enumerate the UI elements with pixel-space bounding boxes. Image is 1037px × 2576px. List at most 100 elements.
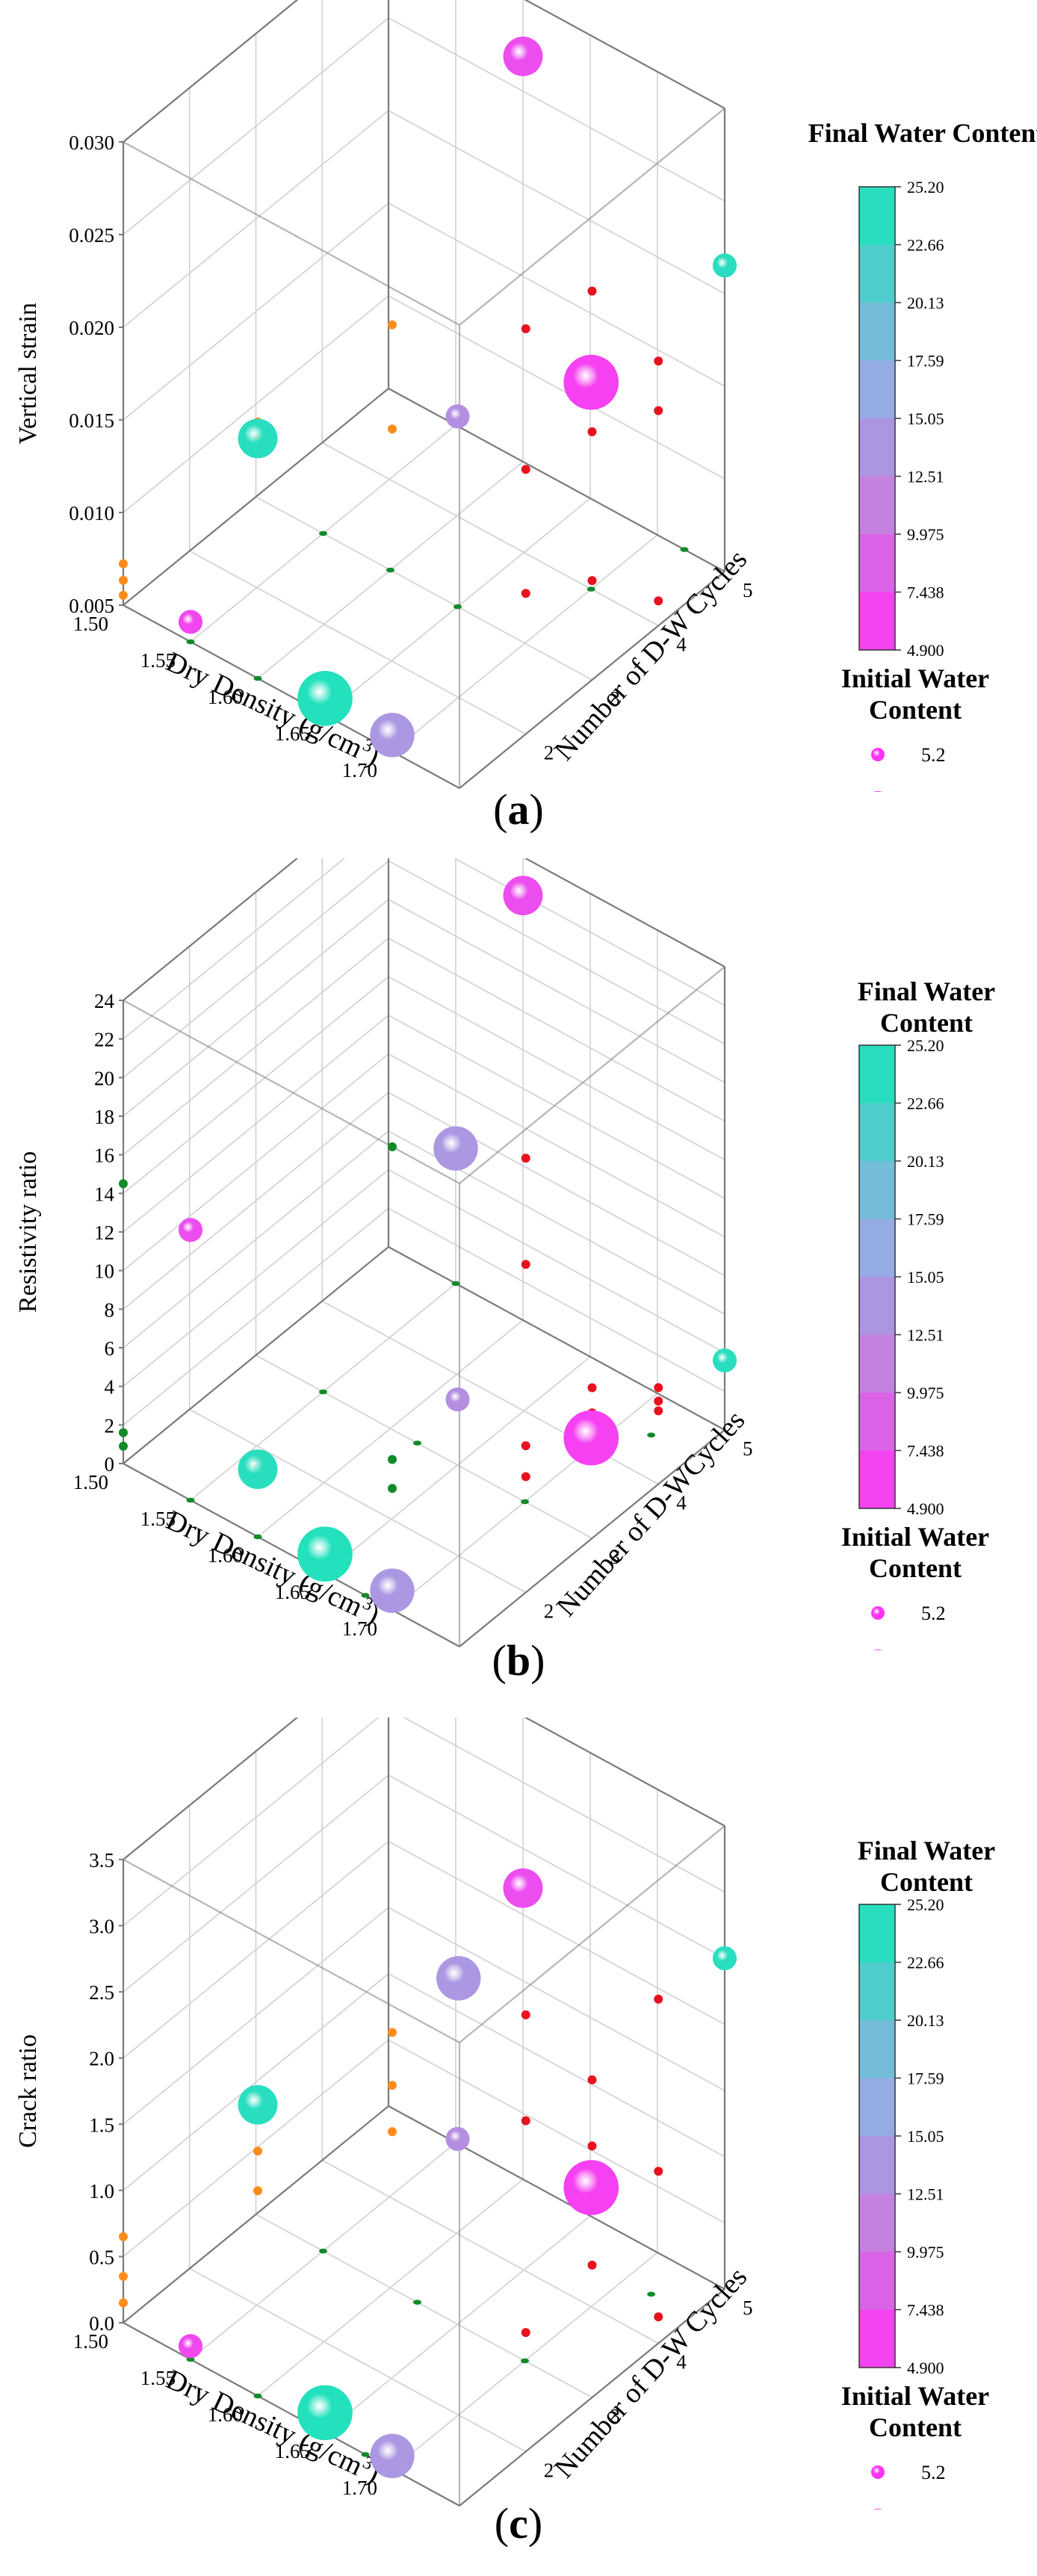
projection-point (451, 1281, 460, 1287)
z-tick-label: 0.0 (89, 2312, 114, 2335)
x-tick-label: 1.60 (208, 1544, 243, 1567)
projection-point (253, 1534, 262, 1540)
z-tick-label: 3.5 (89, 1849, 114, 1871)
caption-a-letter: a (507, 785, 530, 834)
color-legend-tick: 20.13 (907, 1152, 944, 1171)
color-legend-tick: 9.975 (907, 2243, 944, 2261)
projection-point (319, 1389, 327, 1395)
data-point-sphere (238, 418, 278, 459)
data-point-sphere (238, 1449, 278, 1490)
projection-point (586, 586, 595, 592)
size-legend-title: Initial Water (841, 663, 989, 693)
color-legend-band (859, 534, 895, 592)
z-tick-label: 0.015 (69, 409, 114, 432)
y-tick-label: 4 (676, 1492, 687, 1514)
chart-c-points (119, 1868, 737, 2478)
data-point-sphere (178, 1218, 203, 1242)
y-tick-label: 2 (544, 1600, 554, 1623)
z-tick-label: 8 (105, 1298, 115, 1321)
color-legend-band (859, 418, 895, 477)
projection-point (654, 2312, 663, 2322)
projection-point (654, 2167, 663, 2176)
projection-point (521, 1472, 530, 1481)
projection-point (654, 596, 663, 606)
color-legend-band (859, 592, 895, 651)
color-legend-band (859, 1219, 895, 1278)
color-legend-tick: 4.900 (907, 2359, 944, 2377)
projection-point (119, 575, 128, 585)
z-tick-label: 10 (94, 1260, 114, 1283)
projection-point (654, 1383, 663, 1393)
data-point-sphere (370, 713, 415, 758)
size-legend-label: 5.2 (921, 744, 946, 766)
color-legend-tick: 25.20 (907, 1036, 944, 1055)
color-legend-tick: 22.66 (907, 236, 944, 255)
color-legend-band (859, 2020, 895, 2078)
chart-a-points (119, 37, 737, 758)
projection-point (388, 2081, 397, 2090)
chart-b-x-ticks: 1.501.551.601.651.701.75 (73, 1471, 377, 1640)
projection-point (186, 639, 195, 645)
data-point-sphere (503, 1868, 543, 1908)
chart-a-z-ticks: 0.005 0.010 0.015 0.020 0.025 0.030 (69, 131, 123, 617)
x-tick-label: 1.70 (342, 1617, 377, 1640)
projection-point (119, 2232, 128, 2241)
y-tick-label: 3 (610, 1546, 621, 1568)
y-tick-label: 2 (544, 2459, 554, 2482)
projection-point (413, 1440, 421, 1446)
projection-point (521, 1499, 529, 1505)
color-legend-title: Final Water Content (808, 118, 1037, 148)
size-legend-title-2: Content (869, 1553, 962, 1583)
projection-point (388, 2028, 397, 2037)
z-tick-label: 2.5 (89, 1981, 114, 2004)
color-legend-band (859, 1334, 895, 1393)
color-legend-tick: 20.13 (907, 2011, 944, 2030)
caption-c-letter: c (509, 2499, 528, 2548)
color-legend-tick: 12.51 (907, 1326, 944, 1345)
x-axis-label: Dry Density (g/cm3) (161, 2363, 385, 2490)
size-legend-marker (871, 1606, 885, 1620)
y-tick-label: 3 (610, 687, 621, 710)
projection-point (647, 1432, 656, 1438)
color-legend-tick: 7.438 (907, 583, 944, 602)
x-tick-label: 1.65 (275, 1581, 310, 1603)
color-legend-tick: 15.05 (907, 2127, 944, 2146)
color-legend-tick: 15.05 (907, 409, 944, 428)
color-legend-tick: 25.20 (907, 178, 944, 196)
projection-point (654, 1406, 663, 1416)
x-axis-label: Dry Density (g/cm3) (161, 1504, 385, 1631)
projection-point (413, 2300, 421, 2305)
data-point-sphere (503, 876, 543, 916)
color-legend-band (859, 1450, 895, 1509)
projection-point (521, 2116, 530, 2125)
projection-point (386, 567, 394, 573)
projection-point (119, 590, 128, 600)
y-tick-label: 5 (743, 579, 753, 601)
projection-point (253, 2146, 262, 2156)
caption-c: (c) (494, 2499, 543, 2548)
projection-point (654, 1994, 663, 2004)
z-tick-label: 0.005 (69, 595, 114, 617)
z-tick-label: 0 (105, 1453, 115, 1476)
projection-point (119, 2272, 128, 2281)
color-legend-band (859, 2252, 895, 2310)
data-point-sphere (445, 1387, 470, 1412)
projection-point (521, 589, 530, 598)
projection-point (587, 2141, 597, 2151)
size-legend-label: 5.2 (921, 1603, 946, 1624)
projection-point (521, 1154, 530, 1163)
projection-point (587, 2260, 597, 2270)
y-tick-label: 4 (676, 2351, 687, 2374)
data-point-sphere (712, 253, 737, 278)
chart-a-x-ticks: 1.501.551.601.651.701.75 (73, 613, 377, 781)
color-legend-tick: 17.59 (907, 2069, 944, 2088)
data-point-sphere (433, 1126, 478, 1171)
x-tick-label: 1.65 (275, 722, 310, 745)
chart-c-frame (122, 1718, 726, 2507)
color-legend-band (859, 187, 895, 245)
color-legend-band (859, 2193, 895, 2253)
projection-point (253, 2186, 262, 2196)
projection-point (521, 2328, 530, 2338)
